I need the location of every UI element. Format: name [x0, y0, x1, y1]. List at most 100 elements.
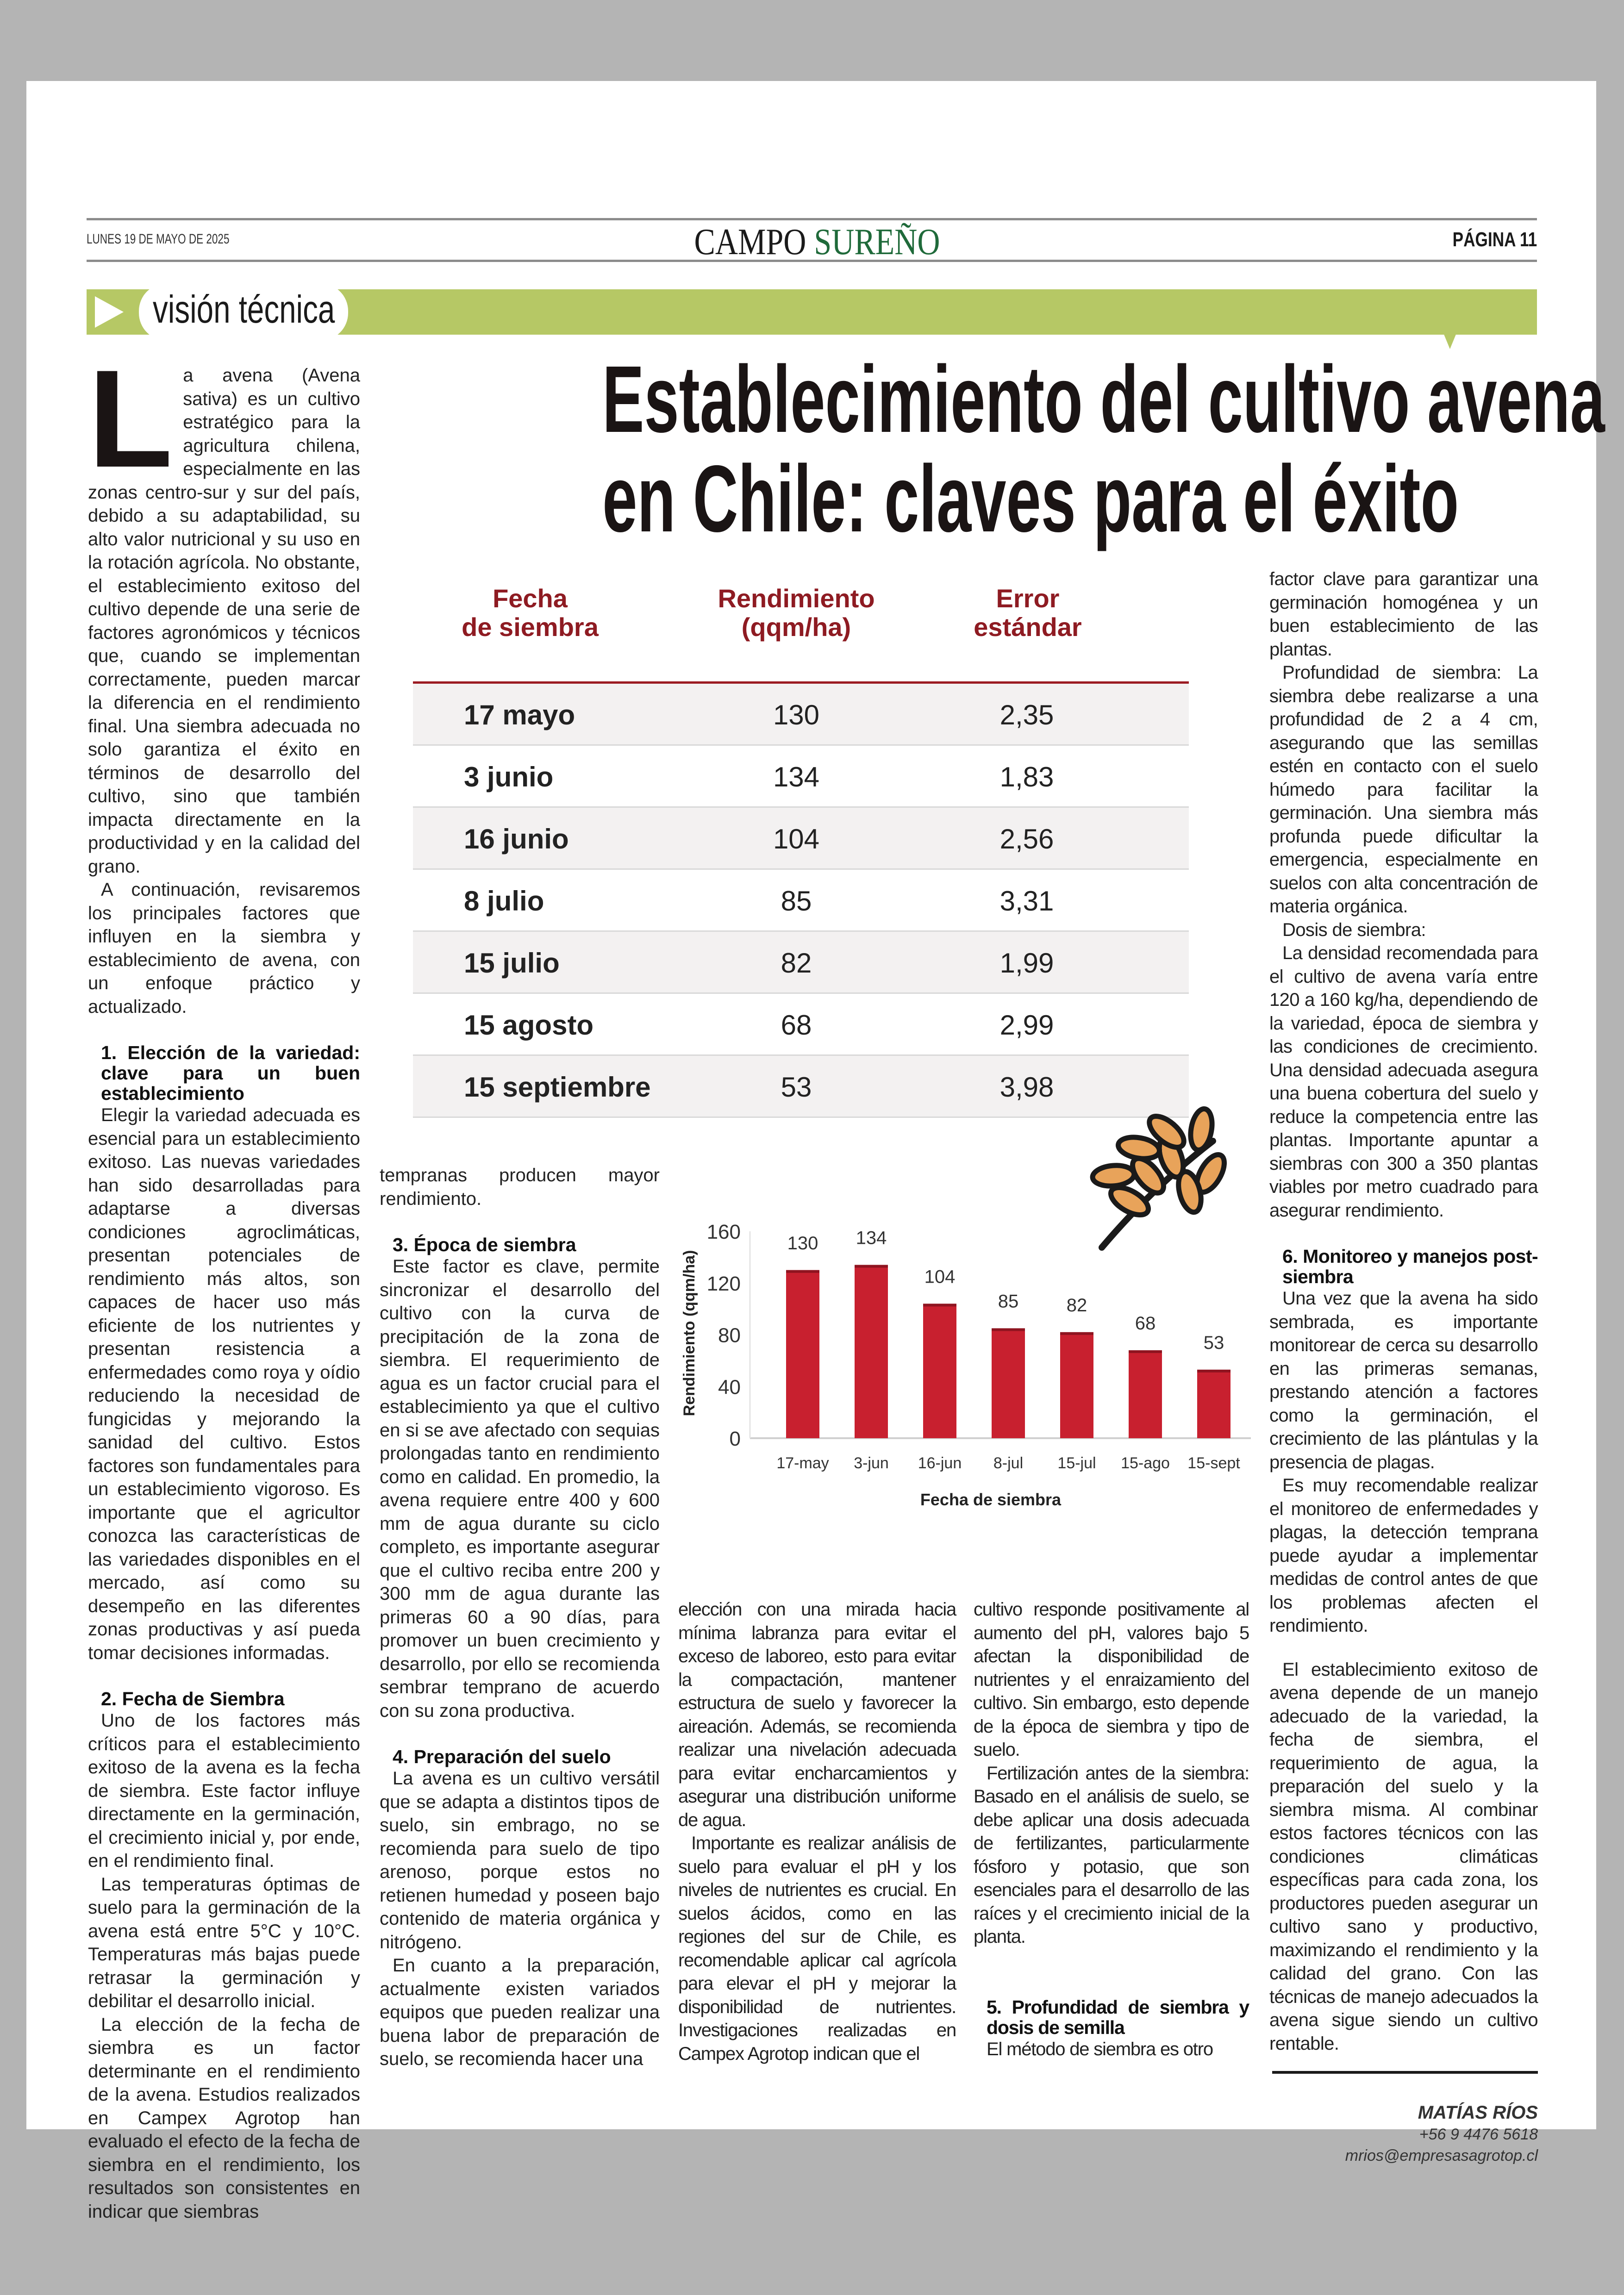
header-line: de siembra: [462, 612, 599, 642]
body-paragraph: Importante es realizar análisis de suelo…: [678, 1833, 956, 2064]
table-row: 15 septiembre 53 3,98: [413, 1056, 1189, 1118]
table-row: 16 junio 104 2,56: [413, 808, 1189, 870]
y-tick-label: 80: [718, 1324, 741, 1347]
x-tick-label: 3-jun: [854, 1454, 889, 1472]
bar: [855, 1265, 888, 1438]
table-row: 8 julio 85 3,31: [413, 870, 1189, 932]
cell-yield: 85: [781, 886, 812, 917]
x-tick-label: 8-jul: [993, 1454, 1023, 1472]
bar: [1129, 1350, 1162, 1438]
cell-yield: 134: [773, 761, 820, 792]
cell-date: 17 mayo: [464, 699, 575, 730]
bar: [923, 1303, 956, 1438]
header-line: Error: [996, 584, 1060, 613]
section-label: visión técnica: [139, 283, 348, 341]
table-header-rule: [413, 681, 1189, 684]
header-line: estándar: [974, 612, 1082, 642]
bar-value-label: 68: [1135, 1313, 1156, 1334]
section-label-text: visión técnica: [153, 287, 335, 331]
masthead-logo: CAMPO SUREÑO: [620, 221, 1014, 263]
section-heading: 1. Elección de la variedad: clave para u…: [101, 1042, 360, 1104]
y-tick-label: 120: [707, 1272, 741, 1295]
article-column-2: tempranas producen mayor rendimiento. 3. …: [380, 1164, 660, 2071]
bar-top: [1197, 1369, 1230, 1372]
cell-error: 1,83: [999, 761, 1054, 792]
bar-top: [992, 1328, 1025, 1331]
header-line: Fecha: [493, 584, 568, 613]
wheat-grain: [1147, 1114, 1187, 1150]
cell-error: 1,99: [999, 948, 1054, 979]
bar: [1197, 1369, 1230, 1438]
body-paragraph: La densidad recomendada para el cultivo …: [1269, 943, 1538, 1221]
body-paragraph: Fertilización antes de la siembra: Basad…: [974, 1763, 1249, 1947]
cell-yield: 130: [773, 699, 820, 730]
header-bottom-rule: [87, 260, 1537, 262]
table-row: 3 junio 134 1,83: [413, 746, 1189, 808]
header-top-rule: [87, 218, 1537, 220]
page-number: PÁGINA 11: [1452, 228, 1537, 251]
author-name: MATÍAS RÍOS: [1418, 2102, 1538, 2123]
x-tick-label: 16-jun: [918, 1454, 962, 1472]
bar: [786, 1270, 819, 1438]
table-row: 17 mayo 130 2,35: [413, 684, 1189, 746]
header-line: Rendimiento: [718, 584, 875, 613]
table-header-yield: Rendimiento (qqm/ha): [681, 584, 912, 642]
byline-rule: [1272, 2071, 1538, 2074]
cell-yield: 104: [773, 823, 820, 854]
body-paragraph: Uno de los factores más críticos para el…: [88, 1710, 360, 1871]
cell-date: 15 agosto: [464, 1010, 594, 1041]
article-column-3: elección con una mirada hacia mínima lab…: [678, 1598, 956, 2065]
bar: [1060, 1332, 1093, 1438]
section-heading: 6. Monitoreo y manejos post-siembra: [1282, 1246, 1538, 1287]
x-axis-title: Fecha de siembra: [920, 1490, 1062, 1509]
column-5-body: factor clave para garantizar una germina…: [1269, 568, 1538, 2055]
bar-value-label: 82: [1067, 1295, 1087, 1316]
paragraph-text: a avena (Avena sativa) es un cultivo est…: [88, 365, 360, 877]
author-email[interactable]: mrios@empresasagrotop.cl: [1345, 2147, 1538, 2164]
x-tick-label: 15-ago: [1121, 1454, 1170, 1472]
body-paragraph: El método de siembra es otro: [987, 2039, 1213, 2059]
y-tick-label: 40: [718, 1376, 741, 1398]
bar-value-label: 53: [1204, 1333, 1224, 1353]
bar-top: [786, 1270, 819, 1273]
table-header-date: Fecha de siembra: [433, 584, 627, 642]
body-paragraph: Una vez que la avena ha sido sembrada, e…: [1269, 1288, 1538, 1472]
body-paragraph: factor clave para garantizar una germina…: [1269, 569, 1538, 660]
wheat-icon: [1090, 1106, 1227, 1251]
issue-date: LUNES 19 DE MAYO DE 2025: [87, 231, 230, 247]
wheat-grain: [1176, 1169, 1204, 1215]
bar-top: [923, 1303, 956, 1307]
cell-date: 8 julio: [464, 886, 544, 917]
play-arrow-icon: [95, 296, 124, 328]
header-line: (qqm/ha): [741, 612, 851, 642]
body-paragraph: En cuanto a la preparación, actualmente …: [380, 1955, 660, 2069]
masthead-sureno: SUREÑO: [814, 222, 940, 262]
cell-date: 15 septiembre: [464, 1072, 651, 1103]
cell-error: 2,35: [999, 699, 1054, 730]
x-tick-label: 17-may: [776, 1454, 829, 1472]
section-heading: 3. Época de siembra: [393, 1234, 576, 1255]
article-column-5: factor clave para garantizar una germina…: [1269, 568, 1538, 2166]
cell-error: 2,99: [999, 1010, 1054, 1041]
headline-line-2: en Chile: claves para el éxito: [602, 446, 1459, 552]
cell-date: 3 junio: [464, 761, 554, 792]
y-tick-label: 160: [707, 1221, 741, 1243]
body-paragraph: Dosis de siembra:: [1282, 919, 1426, 940]
body-paragraph: Es muy recomendable realizar el monitore…: [1269, 1475, 1538, 1636]
cell-yield: 68: [781, 1010, 812, 1041]
body-paragraph: Este factor es clave, permite sincroniza…: [380, 1256, 660, 1721]
body-paragraph: La avena es un cultivo versátil que se a…: [380, 1768, 660, 1952]
cell-error: 3,31: [999, 886, 1054, 917]
body-paragraph: cultivo responde positivamente al aument…: [974, 1599, 1249, 1760]
cell-yield: 53: [781, 1072, 812, 1103]
article-column-4: cultivo responde positivamente al aument…: [974, 1598, 1249, 2061]
drop-cap: L: [88, 341, 173, 496]
body-paragraph: Elegir la variedad adecuada es esencial …: [88, 1105, 360, 1663]
wheat-grain: [1116, 1135, 1162, 1161]
masthead-campo: CAMPO: [694, 222, 806, 262]
cell-error: 2,56: [999, 823, 1054, 854]
wheat-grain: [1188, 1106, 1215, 1153]
section-heading: 2. Fecha de Siembra: [101, 1688, 285, 1709]
